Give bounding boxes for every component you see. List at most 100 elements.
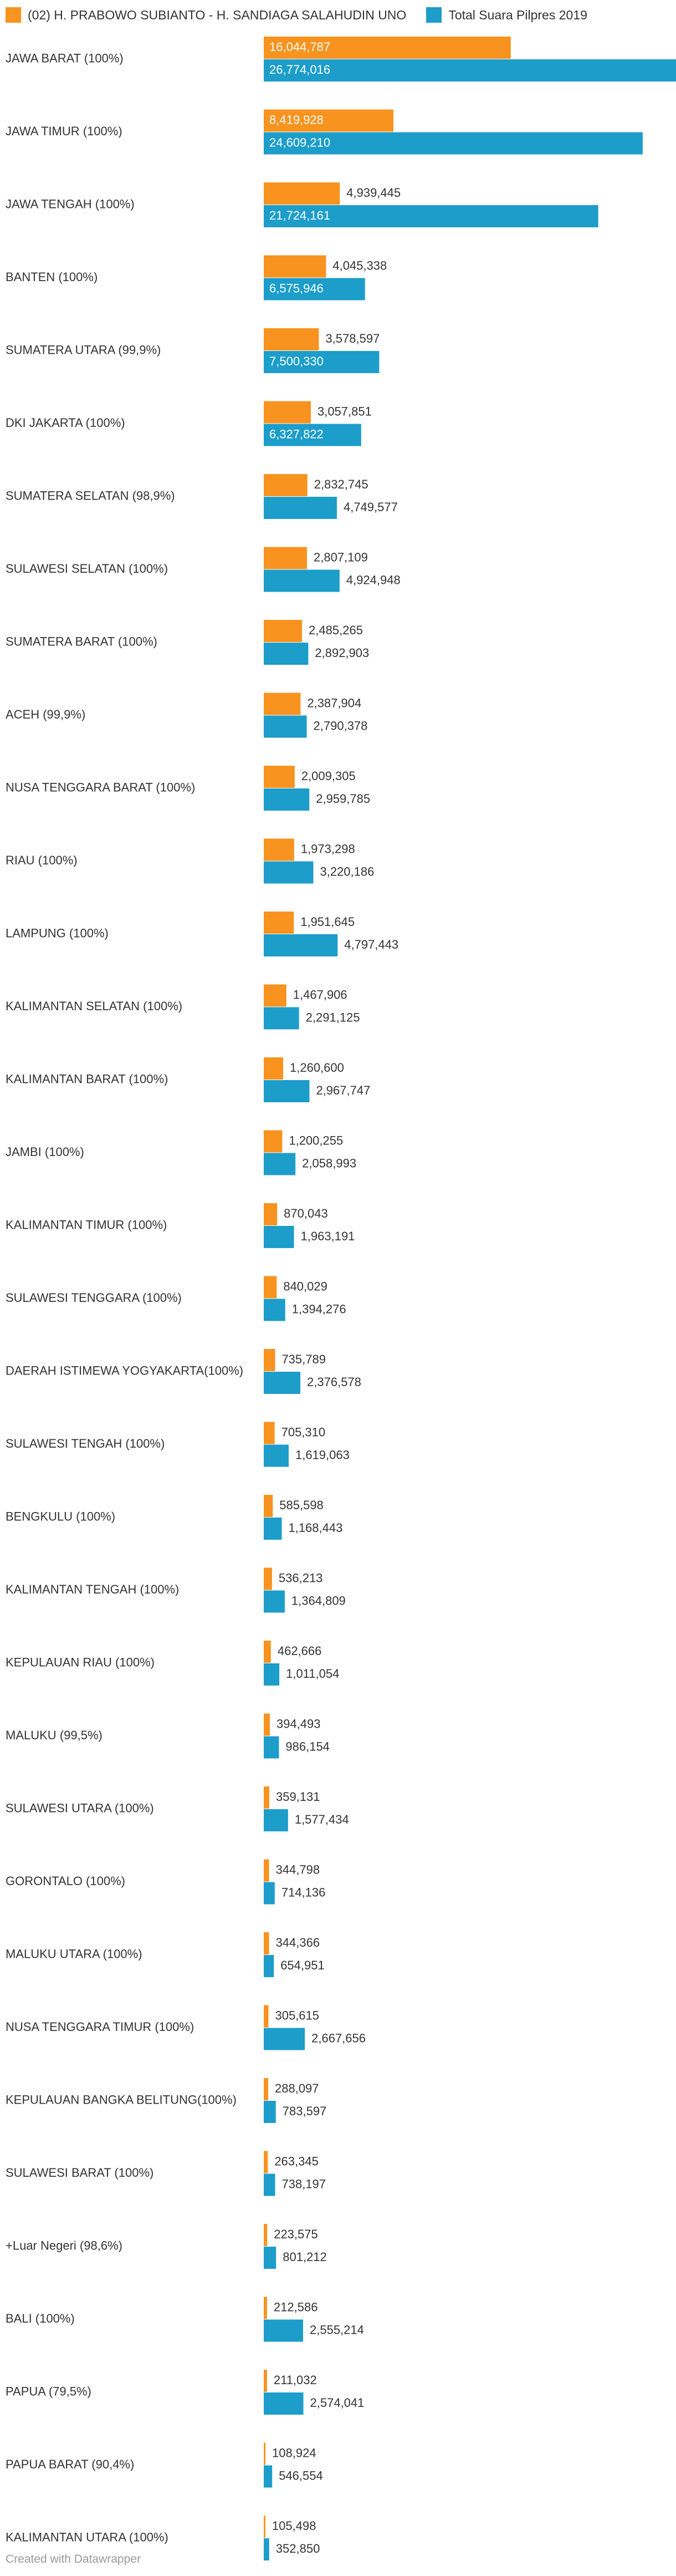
value-label-total: 3,220,186: [320, 864, 374, 878]
bar-prabowo: [264, 1641, 271, 1663]
value-label-prabowo: 359,131: [276, 1790, 320, 1804]
value-label-total: 1,619,063: [295, 1448, 350, 1462]
value-label-prabowo: 1,951,645: [300, 915, 355, 929]
value-label-prabowo: 3,578,597: [325, 332, 380, 345]
value-label-prabowo: 305,615: [275, 2008, 319, 2022]
bar-total: [264, 1080, 310, 1102]
category-label: BANTEN (100%): [6, 270, 98, 284]
bar-total: [264, 788, 310, 811]
legend-label-prabowo: (02) H. PRABOWO SUBIANTO - H. SANDIAGA S…: [28, 7, 407, 22]
value-label-prabowo: 1,260,600: [290, 1061, 344, 1075]
legend: (02) H. PRABOWO SUBIANTO - H. SANDIAGA S…: [6, 6, 587, 24]
bar-prabowo: [264, 1203, 278, 1225]
category-label: SULAWESI TENGAH (100%): [6, 1437, 165, 1450]
bar-total: [264, 132, 643, 155]
value-label-total: 783,597: [283, 2104, 327, 2118]
value-label-prabowo: 536,213: [279, 1571, 323, 1585]
value-label-total: 6,575,946: [269, 281, 324, 295]
value-label-total: 2,574,041: [310, 2396, 365, 2410]
bar-total: [264, 205, 598, 227]
category-label: SUMATERA BARAT (100%): [6, 634, 157, 648]
value-label-total: 2,790,378: [314, 719, 368, 732]
bar-total: [264, 1226, 294, 1248]
value-label-prabowo: 2,387,904: [307, 696, 361, 710]
value-label-prabowo: 705,310: [281, 1425, 326, 1439]
bar-total: [264, 2173, 275, 2196]
value-label-total: 1,577,434: [295, 1813, 349, 1826]
bar-prabowo: [264, 1786, 269, 1809]
bar-total: [264, 278, 365, 301]
bar-total: [264, 497, 337, 519]
bar-total: [264, 1007, 299, 1030]
value-label-total: 2,555,214: [310, 2323, 364, 2336]
bar-total: [264, 1663, 280, 1686]
value-label-prabowo: 2,807,109: [314, 550, 368, 564]
bar-prabowo: [264, 984, 286, 1007]
category-label: JAWA TENGAH (100%): [6, 197, 135, 211]
legend-item-prabowo: (02) H. PRABOWO SUBIANTO - H. SANDIAGA S…: [6, 7, 406, 23]
bar-total: [264, 351, 380, 373]
legend-item-total: Total Suara Pilpres 2019: [426, 7, 587, 23]
bar-total: [264, 1299, 285, 1321]
value-label-total: 801,212: [283, 2250, 327, 2264]
category-label: MALUKU (99,5%): [6, 1728, 103, 1742]
category-label: RIAU (100%): [6, 853, 78, 867]
value-label-prabowo: 16,044,787: [269, 40, 330, 54]
bar-prabowo: [264, 620, 303, 642]
bar-total: [264, 2538, 269, 2560]
bar-prabowo: [264, 1349, 275, 1371]
category-label: KEPULAUAN BANGKA BELITUNG(100%): [6, 2093, 237, 2106]
bar-prabowo: [264, 328, 319, 350]
category-label: LAMPUNG (100%): [6, 926, 109, 940]
bar-prabowo: [264, 2516, 265, 2538]
bar-total: [264, 2028, 305, 2050]
value-label-prabowo: 263,345: [274, 2154, 319, 2168]
value-label-total: 1,394,276: [292, 1302, 346, 1316]
value-label-prabowo: 211,032: [274, 2373, 317, 2387]
legend-swatch-blue: [426, 7, 442, 23]
bar-prabowo: [264, 1713, 270, 1736]
bar-prabowo: [264, 1422, 275, 1444]
bar-prabowo: [264, 1057, 284, 1080]
category-label: JAMBI (100%): [6, 1145, 84, 1159]
value-label-total: 2,892,903: [315, 646, 369, 660]
category-label: +Luar Negeri (98,6%): [6, 2238, 122, 2252]
bar-prabowo: [264, 1932, 269, 1954]
value-label-prabowo: 2,832,745: [314, 477, 368, 491]
bar-prabowo: [264, 2297, 267, 2319]
category-label: SULAWESI UTARA (100%): [6, 1801, 154, 1815]
value-label-prabowo: 8,419,928: [269, 113, 324, 126]
bar-total: [264, 59, 676, 82]
bar-total: [264, 2247, 276, 2269]
bar-prabowo: [264, 1276, 277, 1299]
bar-prabowo: [264, 474, 308, 496]
bar-prabowo: [264, 255, 326, 278]
value-label-prabowo: 585,598: [279, 1498, 324, 1512]
bar-total: [264, 1590, 285, 1613]
category-label: JAWA TIMUR (100%): [6, 124, 122, 138]
bar-total: [264, 1153, 296, 1175]
value-label-prabowo: 108,924: [272, 2446, 316, 2460]
legend-label-total: Total Suara Pilpres 2019: [448, 7, 587, 22]
bar-prabowo: [264, 766, 295, 788]
value-label-prabowo: 3,057,851: [317, 404, 372, 418]
value-label-total: 738,197: [282, 2177, 326, 2191]
value-label-prabowo: 2,009,305: [301, 769, 356, 783]
value-label-total: 4,924,948: [346, 573, 401, 587]
bar-prabowo: [264, 1130, 283, 1153]
bar-total: [264, 643, 309, 665]
bar-prabowo: [264, 109, 393, 132]
value-label-total: 986,154: [285, 1739, 330, 1753]
value-label-total: 4,797,443: [344, 938, 398, 951]
category-label: KALIMANTAN UTARA (100%): [6, 2530, 168, 2544]
value-label-prabowo: 4,045,338: [332, 258, 387, 272]
bar-prabowo: [264, 547, 308, 569]
value-label-total: 352,850: [276, 2542, 320, 2555]
value-label-total: 1,963,191: [301, 1229, 355, 1243]
bar-total: [264, 715, 307, 738]
value-label-total: 26,774,016: [269, 63, 330, 77]
category-label: KALIMANTAN BARAT (100%): [6, 1072, 168, 1086]
bar-total: [264, 1809, 288, 1831]
bar-prabowo: [264, 2078, 269, 2100]
bar-total: [264, 2319, 304, 2342]
